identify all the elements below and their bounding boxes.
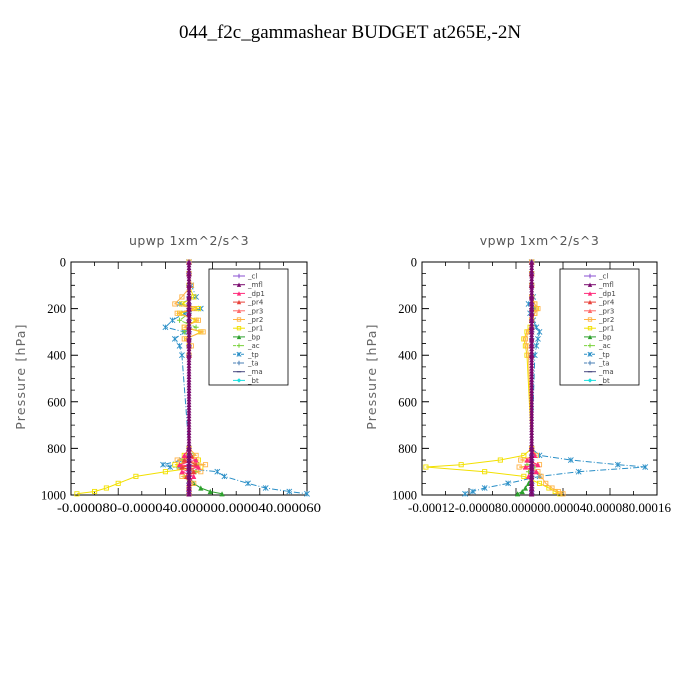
y-tick-label: 800 [398, 442, 417, 456]
legend-item-mfl: _mfl [233, 281, 263, 289]
legend-item-ac: _ac [233, 342, 260, 350]
page-title: 044_f2c_gammashear BUDGET at265E,-2N [178, 22, 522, 43]
legend: _cl_mfl_dp1_pr4_pr3_pr2_pr1_bp_ac_tp_ta_… [208, 268, 289, 386]
legend-item-pr1: _pr1 [584, 325, 614, 333]
legend-item-pr3: _pr3 [584, 307, 614, 315]
chart-panel-2: vpwp 1xm^2/s^3 Pressure [hPa] 0 200 400 600 80… [364, 233, 671, 515]
y-tick-label: 1000 [41, 489, 66, 503]
legend-label: _bp [247, 333, 261, 341]
chart-title: vpwp 1xm^2/s^3 [480, 233, 600, 248]
legend-item-ta: _ta [233, 360, 259, 368]
legend-label: _ta [598, 360, 610, 368]
legend-item-pr2: _pr2 [233, 316, 263, 324]
legend-item-bp: _bp [584, 333, 612, 341]
y-tick-label: 600 [47, 395, 66, 409]
legend-item-dp1: _dp1 [233, 290, 265, 298]
legend-item-ma: _ma [233, 368, 263, 376]
legend-label: _bt [598, 377, 610, 385]
series-mfl-markers [529, 259, 535, 497]
legend-item-pr2: _pr2 [584, 316, 614, 324]
legend-label: _ma [247, 368, 263, 376]
y-axis-label: Pressure [hPa] [13, 323, 28, 429]
legend-item-bt: _bt [233, 377, 259, 385]
y-tick-label: 200 [47, 302, 66, 316]
legend-label: _cl [247, 273, 257, 281]
y-axis-label: Pressure [hPa] [364, 323, 379, 429]
legend-label: _pr4 [247, 299, 264, 307]
legend-label: _tp [598, 351, 610, 359]
legend-item-ac: _ac [584, 342, 611, 350]
legend-item-pr3: _pr3 [233, 307, 263, 315]
series-pr2 [516, 259, 566, 497]
series-line [518, 262, 564, 495]
y-tick-label: 200 [398, 302, 417, 316]
chart-panel-1: upwp 1xm^2/s^3 Pressure [hPa] 0 200 400 600 80… [13, 233, 321, 515]
legend-label: _pr1 [598, 325, 614, 333]
legend-label: _ta [247, 360, 259, 368]
legend-item-bt: _bt [584, 377, 610, 385]
legend-item-ta: _ta [584, 360, 610, 368]
legend-item-tp: _tp [233, 351, 259, 359]
y-tick-label: 0 [411, 256, 417, 270]
legend-item-pr4: _pr4 [233, 299, 264, 307]
legend-label: _ac [598, 342, 611, 350]
legend-label: _pr3 [598, 307, 614, 315]
legend-item-dp1: _dp1 [584, 290, 616, 298]
legend-label: _dp1 [247, 290, 265, 298]
y-tick-label: 800 [47, 442, 66, 456]
legend-label: _pr2 [247, 316, 263, 324]
legend-label: _cl [598, 273, 608, 281]
x-tick-labels: -0.00012-0.000080.000000.000040.000080.0… [408, 501, 671, 515]
legend-item-cl: _cl [233, 273, 257, 281]
y-tick-label: 0 [60, 256, 66, 270]
legend-label: _ac [247, 342, 260, 350]
legend-item-bp: _bp [233, 333, 261, 341]
legend-box [208, 268, 289, 386]
legend-item-pr1: _pr1 [233, 325, 263, 333]
y-tick-label: 600 [398, 395, 417, 409]
legend-item-mfl: _mfl [584, 281, 614, 289]
legend-item-cl: _cl [584, 273, 608, 281]
legend-label: _mfl [247, 281, 263, 289]
chart-title: upwp 1xm^2/s^3 [129, 233, 249, 248]
legend-label: _ma [598, 368, 614, 376]
legend-label: _bt [247, 377, 259, 385]
legend-label: _dp1 [598, 290, 616, 298]
legend-label: _tp [247, 351, 259, 359]
y-tick-label: 400 [47, 349, 66, 363]
legend-label: _pr3 [247, 307, 263, 315]
legend-label: _mfl [598, 281, 614, 289]
series-line [425, 262, 561, 495]
legend-label: _pr4 [598, 299, 615, 307]
legend-item-ma: _ma [584, 368, 614, 376]
legend-item-pr4: _pr4 [584, 299, 615, 307]
legend: _cl_mfl_dp1_pr4_pr3_pr2_pr1_bp_ac_tp_ta_… [559, 268, 640, 386]
y-tick-label: 1000 [392, 489, 417, 503]
y-tick-label: 400 [398, 349, 417, 363]
series-mfl-markers [186, 259, 192, 497]
series-pr1 [423, 259, 563, 497]
legend-box [559, 268, 640, 386]
legend-label: _bp [598, 333, 612, 341]
legend-label: _pr1 [247, 325, 263, 333]
legend-label: _pr2 [598, 316, 614, 324]
legend-item-tp: _tp [584, 351, 610, 359]
x-tick-labels: -0.000080-0.000040.000000.000040.000060 [57, 501, 321, 515]
